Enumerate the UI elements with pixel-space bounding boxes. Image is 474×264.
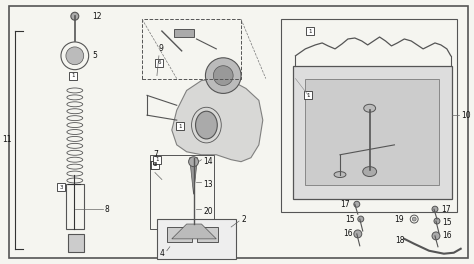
- Text: 17: 17: [340, 200, 350, 209]
- Bar: [69, 72, 77, 79]
- Circle shape: [354, 230, 362, 238]
- Text: 4: 4: [160, 249, 165, 258]
- Bar: [281, 19, 457, 212]
- Text: 19: 19: [395, 215, 404, 224]
- Text: 10: 10: [461, 111, 470, 120]
- Text: 20: 20: [203, 207, 213, 216]
- Ellipse shape: [334, 172, 346, 177]
- Circle shape: [432, 206, 438, 212]
- Text: 6: 6: [157, 60, 161, 65]
- Bar: [150, 161, 158, 169]
- Bar: [66, 185, 84, 229]
- Bar: [150, 155, 214, 229]
- Text: 1: 1: [307, 93, 310, 98]
- Bar: [167, 227, 191, 242]
- Text: 15: 15: [442, 218, 452, 227]
- Text: 7: 7: [153, 150, 158, 159]
- Polygon shape: [190, 158, 198, 194]
- Text: 8: 8: [104, 205, 109, 214]
- Bar: [68, 234, 84, 252]
- Text: 3: 3: [153, 162, 157, 167]
- Bar: [293, 66, 452, 199]
- Text: 1: 1: [71, 73, 74, 78]
- Text: 13: 13: [203, 180, 213, 189]
- Circle shape: [213, 66, 233, 86]
- Circle shape: [412, 217, 416, 221]
- Circle shape: [205, 58, 241, 93]
- Text: 15: 15: [345, 215, 355, 224]
- Circle shape: [354, 201, 360, 207]
- Circle shape: [434, 218, 440, 224]
- Text: 12: 12: [92, 12, 102, 21]
- Polygon shape: [172, 79, 263, 162]
- Bar: [57, 183, 65, 191]
- Ellipse shape: [196, 111, 217, 139]
- Text: 16: 16: [343, 229, 353, 238]
- Text: 18: 18: [395, 236, 404, 245]
- Text: 9: 9: [159, 44, 164, 53]
- Text: 3: 3: [59, 185, 63, 190]
- Circle shape: [432, 232, 440, 240]
- Text: 11: 11: [2, 135, 11, 144]
- Bar: [157, 219, 236, 259]
- Polygon shape: [172, 224, 216, 239]
- Bar: [306, 27, 314, 35]
- Ellipse shape: [364, 104, 375, 112]
- Bar: [153, 156, 161, 164]
- Circle shape: [358, 216, 364, 222]
- Circle shape: [66, 47, 84, 65]
- Bar: [155, 59, 163, 67]
- Ellipse shape: [363, 167, 377, 177]
- Bar: [197, 227, 219, 242]
- Text: 1: 1: [155, 157, 159, 162]
- Circle shape: [71, 12, 79, 20]
- Bar: [174, 29, 193, 37]
- Text: 17: 17: [441, 205, 451, 214]
- Circle shape: [189, 157, 199, 167]
- Text: 1: 1: [178, 124, 182, 129]
- Text: 16: 16: [442, 231, 452, 241]
- Bar: [176, 122, 183, 130]
- Bar: [305, 79, 439, 185]
- Text: 14: 14: [203, 157, 213, 166]
- Bar: [151, 161, 159, 169]
- Bar: [304, 91, 312, 99]
- Text: 5: 5: [92, 51, 98, 60]
- Bar: [142, 19, 241, 79]
- Text: 2: 2: [241, 215, 246, 224]
- Text: 1: 1: [309, 29, 312, 34]
- Text: 6: 6: [152, 162, 156, 167]
